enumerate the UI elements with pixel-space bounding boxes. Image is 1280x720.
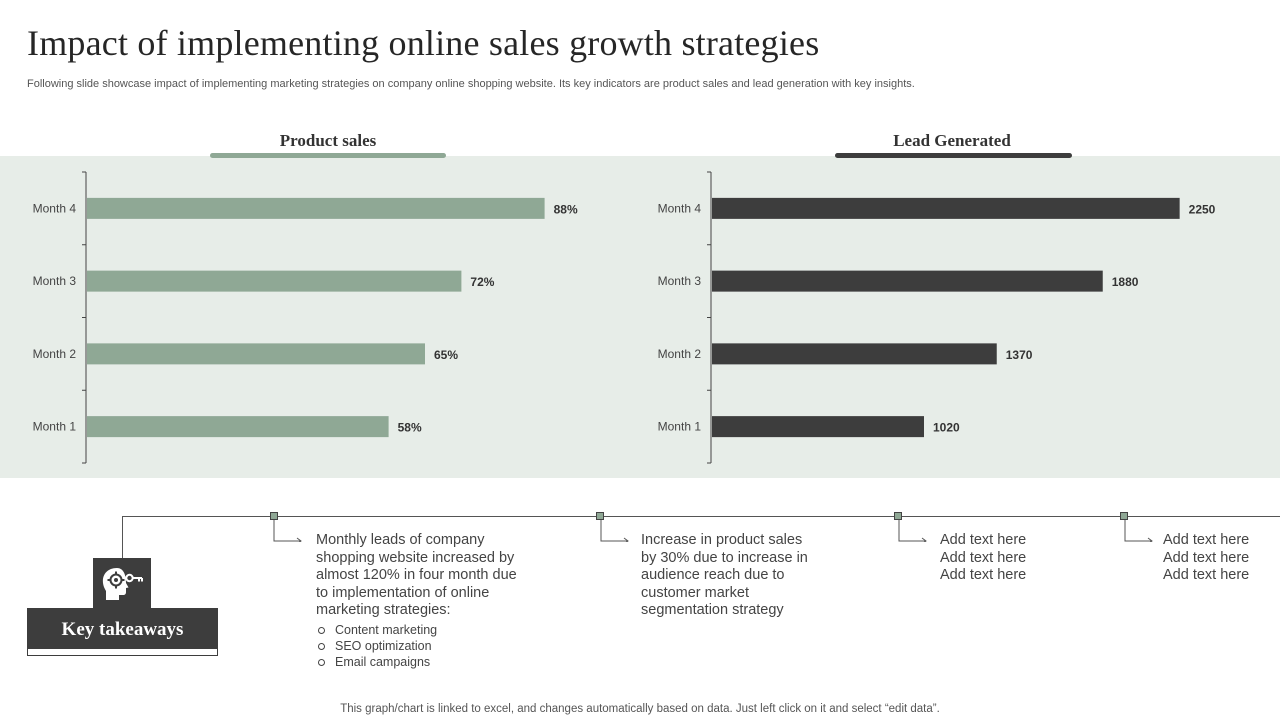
takeaways-timeline xyxy=(122,516,1280,517)
timeline-marker-4 xyxy=(1120,512,1128,520)
product-sales-title: Product sales xyxy=(279,131,377,150)
lead-generated-underline xyxy=(835,153,1072,158)
lead-generated-category-label: Month 1 xyxy=(658,420,702,434)
takeaway-1: Monthly leads of company shopping websit… xyxy=(316,532,526,670)
takeaway-3-line: Add text here xyxy=(940,567,1027,584)
takeaway-4-line: Add text here xyxy=(1163,549,1250,566)
takeaway-2-text: Increase in product sales by 30% due to … xyxy=(641,532,808,619)
product-sales-bar xyxy=(87,416,389,438)
lead-generated-bar xyxy=(712,416,924,438)
key-takeaways-badge: Key takeaways xyxy=(27,608,218,656)
lead-generated-category-label: Month 3 xyxy=(658,274,702,288)
lead-generated-value-label: 1880 xyxy=(1112,275,1139,289)
lead-generated-bar xyxy=(712,270,1103,292)
takeaway-1-text: Monthly leads of company shopping websit… xyxy=(316,532,517,619)
takeaway-3: Add text here Add text here Add text her… xyxy=(940,532,1100,585)
product-sales-bar xyxy=(87,197,545,219)
page-title: Impact of implementing online sales grow… xyxy=(27,23,820,63)
connector-arrow-2 xyxy=(600,520,629,542)
lead-generated-category-label: Month 2 xyxy=(658,347,702,361)
connector-arrow-3 xyxy=(898,520,927,542)
product-sales-value-label: 58% xyxy=(398,421,422,435)
lead-generated-value-label: 1020 xyxy=(933,421,960,435)
product-sales-value-label: 65% xyxy=(434,348,458,362)
product-sales-bar xyxy=(87,343,425,365)
timeline-marker-1 xyxy=(270,512,278,520)
product-sales-underline xyxy=(210,153,446,158)
bullet-item: SEO optimization xyxy=(316,638,526,654)
head-gear-key-icon xyxy=(102,568,143,600)
connector-arrow-1 xyxy=(273,520,302,542)
takeaway-4: Add text here Add text here Add text her… xyxy=(1163,532,1273,585)
page-subtitle: Following slide showcase impact of imple… xyxy=(27,78,915,90)
key-takeaways-icon-box xyxy=(93,558,151,608)
takeaway-3-line: Add text here xyxy=(940,549,1027,566)
lead-generated-value-label: 1370 xyxy=(1006,348,1033,362)
takeaway-3-line: Add text here xyxy=(940,532,1027,548)
timeline-drop-line xyxy=(122,516,123,560)
takeaway-1-bullets: Content marketing SEO optimization Email… xyxy=(316,622,526,670)
product-sales-bar xyxy=(87,270,462,292)
timeline-marker-2 xyxy=(596,512,604,520)
connector-arrow-4 xyxy=(1124,520,1153,542)
product-sales-category-label: Month 4 xyxy=(33,201,77,215)
takeaway-4-line: Add text here xyxy=(1163,532,1250,548)
lead-generated-category-label: Month 4 xyxy=(658,201,702,215)
product-sales-value-label: 88% xyxy=(554,202,578,216)
key-takeaways-label: Key takeaways xyxy=(61,619,184,640)
product-sales-category-label: Month 2 xyxy=(33,347,77,361)
product-sales-category-label: Month 1 xyxy=(33,420,77,434)
lead-generated-title: Lead Generated xyxy=(893,131,1011,150)
timeline-marker-3 xyxy=(894,512,902,520)
lead-generated-chart: Month 4 2250 Month 3 1880 Month 2 1370 Month 1… xyxy=(658,171,1216,464)
product-sales-value-label: 72% xyxy=(470,275,494,289)
footer-note: This graph/chart is linked to excel, and… xyxy=(340,703,940,715)
bullet-item: Email campaigns xyxy=(316,654,526,670)
lead-generated-value-label: 2250 xyxy=(1189,202,1216,216)
bullet-item: Content marketing xyxy=(316,622,526,638)
product-sales-category-label: Month 3 xyxy=(33,274,77,288)
takeaway-4-line: Add text here xyxy=(1163,567,1250,584)
product-sales-chart: Month 4 88% Month 3 72% Month 2 65% Month 1 58% xyxy=(33,171,578,464)
lead-generated-bar xyxy=(712,343,997,365)
lead-generated-bar xyxy=(712,197,1180,219)
takeaway-2: Increase in product sales by 30% due to … xyxy=(641,532,821,620)
